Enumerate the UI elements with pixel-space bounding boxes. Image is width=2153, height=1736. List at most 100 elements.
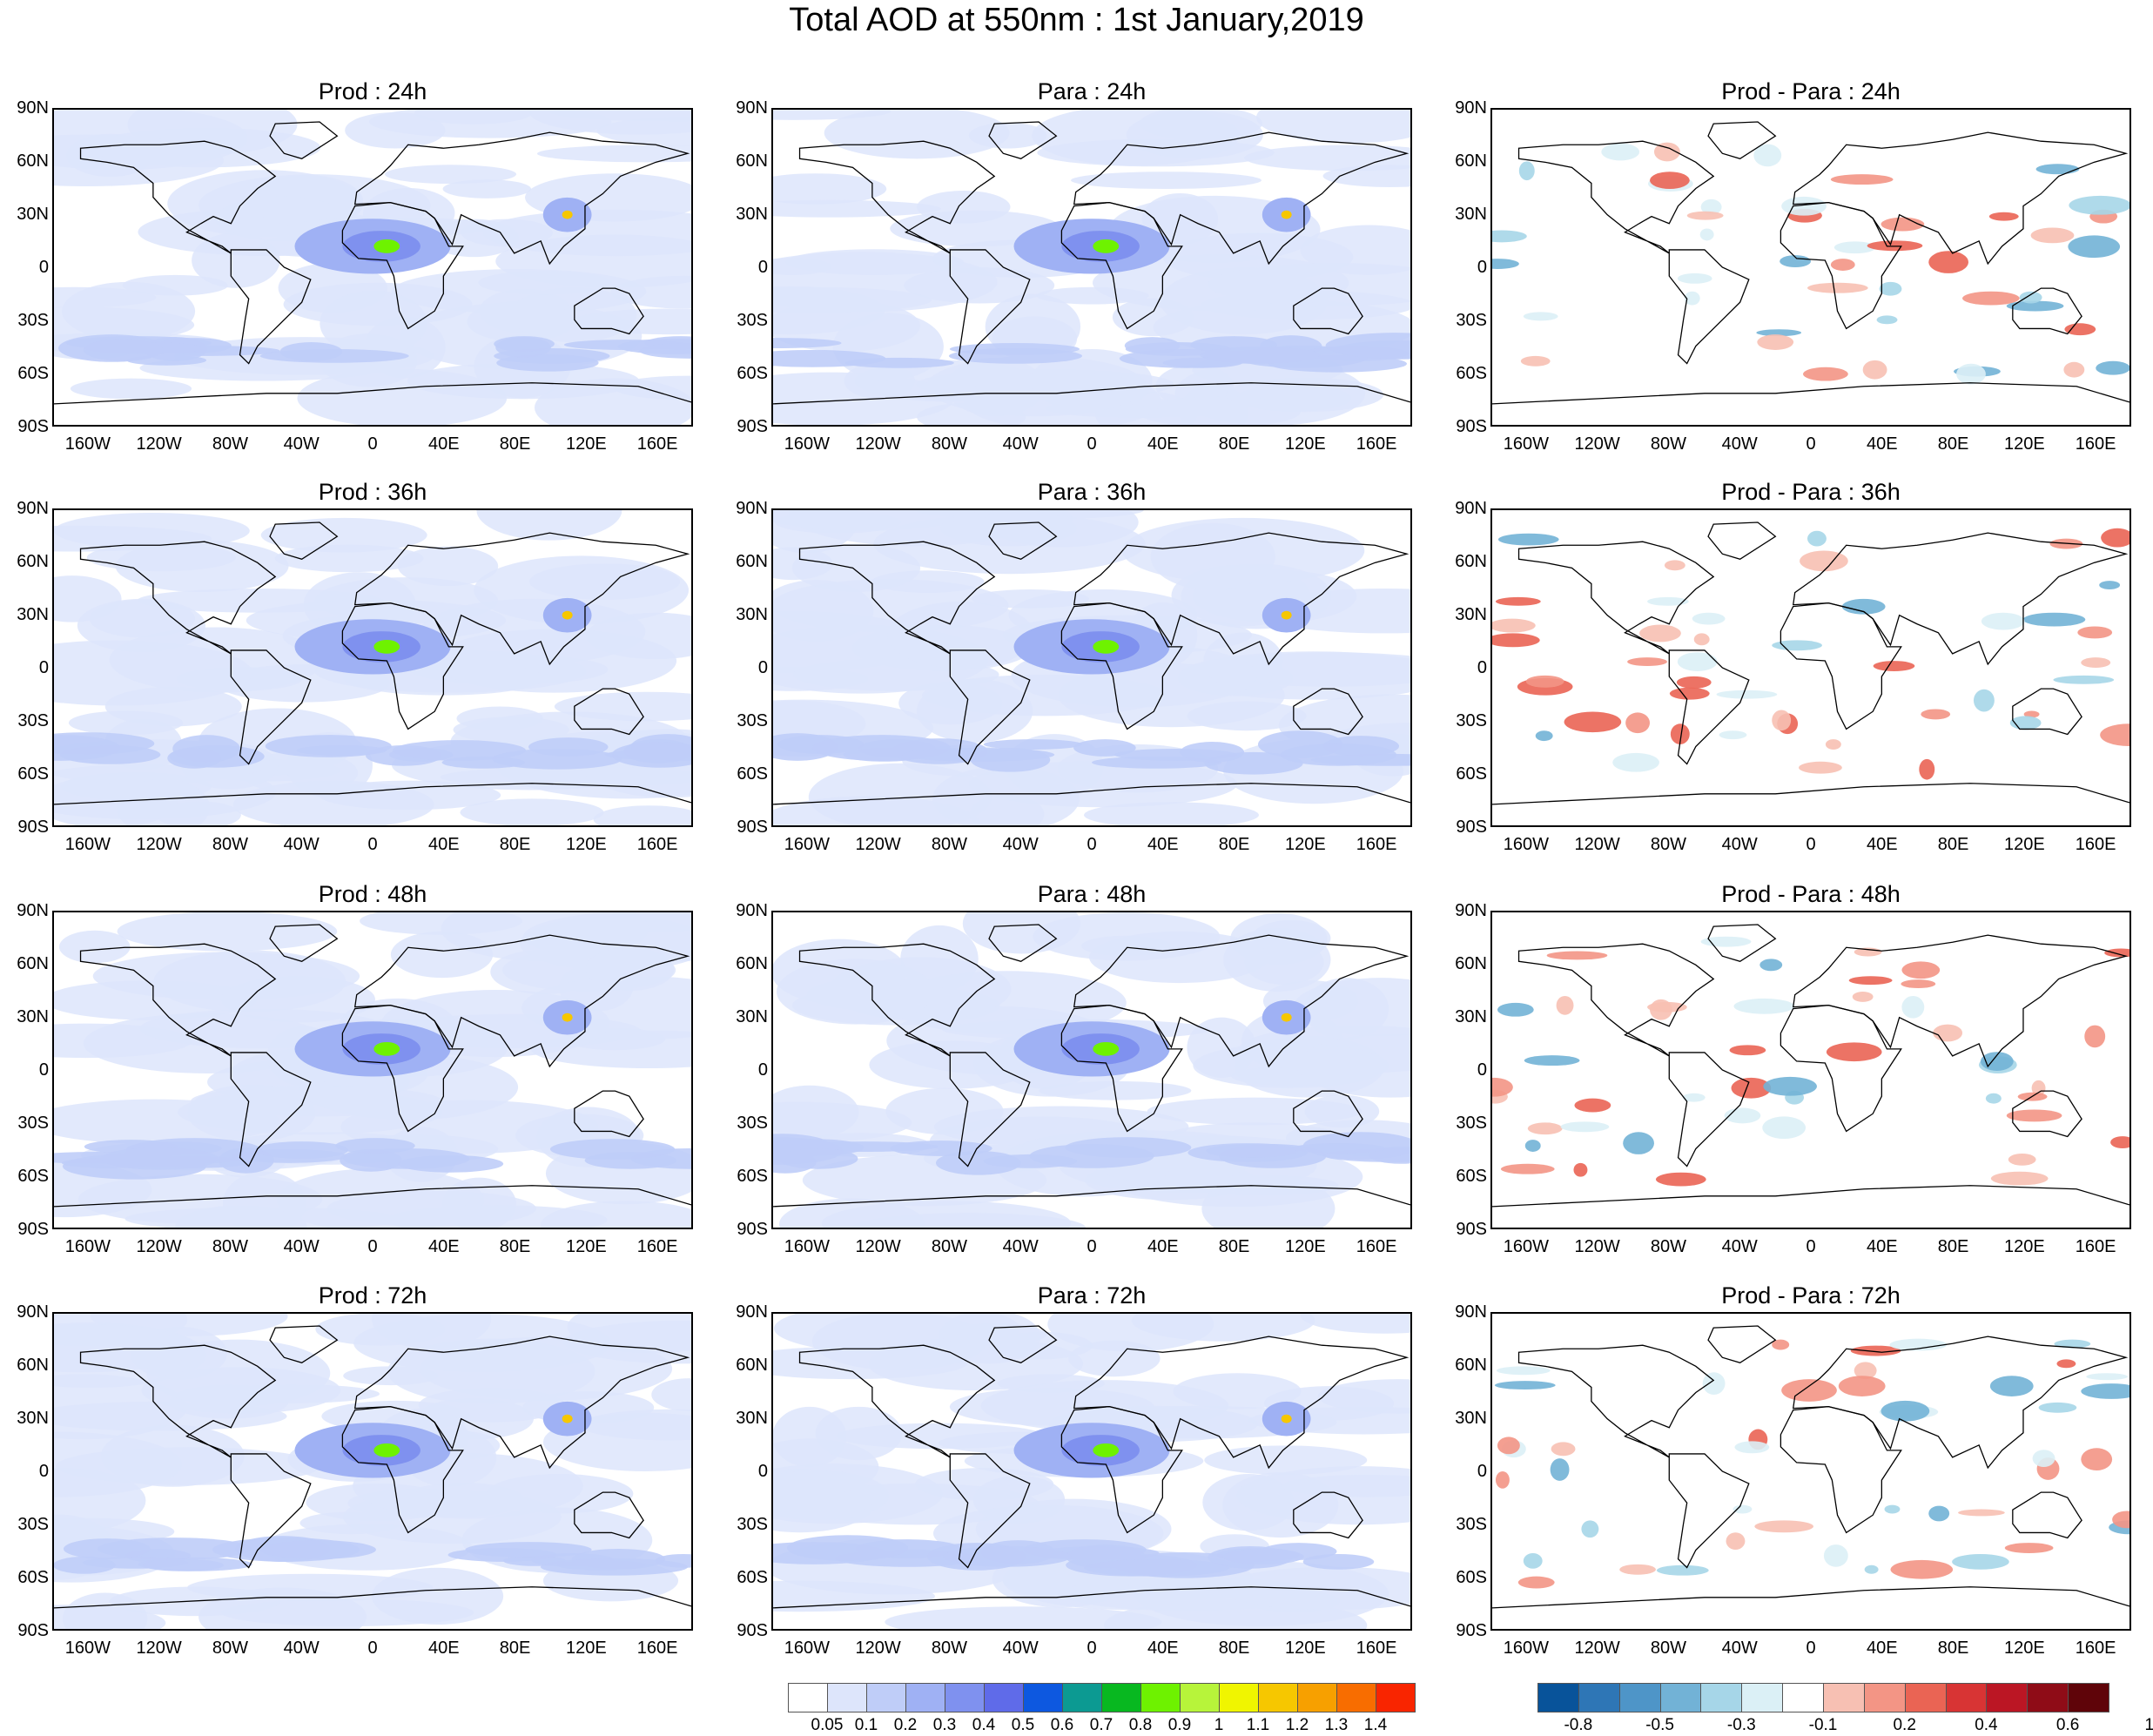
latitude-label: 30N <box>736 205 768 224</box>
latitude-label: 30S <box>17 1114 49 1133</box>
latitude-label: 30S <box>737 311 768 330</box>
colorbar-swatch <box>1618 1683 1661 1712</box>
longitude-label: 80W <box>212 1237 248 1256</box>
longitude-label: 40W <box>1721 1638 1758 1658</box>
latitude-label: 60N <box>1455 552 1487 571</box>
colorbar-label: 1 <box>2144 1716 2153 1734</box>
latitude-label: 90S <box>17 1621 49 1640</box>
colorbar-swatch <box>1782 1683 1824 1712</box>
panel-title: Para : 36h <box>1037 479 1147 505</box>
longitude-label: 40W <box>1002 835 1039 854</box>
longitude-label: 0 <box>1806 1237 1816 1256</box>
longitude-label: 120E <box>565 1237 607 1256</box>
aod-map <box>771 911 1412 1229</box>
colorbar-swatch <box>2027 1683 2069 1712</box>
longitude-label: 160W <box>784 1638 830 1658</box>
map-panel: Prod : 48h 90N 60N 30N 0 30S 60S 90S 160W 120W 80W… <box>0 881 693 1268</box>
panel-title: Para : 72h <box>1037 1282 1147 1309</box>
colorbar-swatch <box>1537 1683 1579 1712</box>
longitude-label: 160E <box>2075 1638 2116 1658</box>
longitude-label: 160W <box>784 434 830 454</box>
colorbar-label: 0.8 <box>1128 1716 1153 1734</box>
colorbar-label: 1.3 <box>1324 1716 1349 1734</box>
longitude-label: 160E <box>1356 1237 1397 1256</box>
colorbar-swatch <box>2068 1683 2109 1712</box>
latitude-label: 0 <box>38 658 49 677</box>
latitude-label: 30N <box>1455 205 1487 224</box>
colorbar-label: 1.4 <box>1363 1716 1388 1734</box>
colorbar-swatch <box>1700 1683 1743 1712</box>
latitude-label: 60S <box>737 1568 768 1587</box>
longitude-label: 0 <box>1806 434 1816 454</box>
latitude-label: 90S <box>1456 417 1487 436</box>
panel-title: Para : 24h <box>1037 78 1147 104</box>
longitude-label: 80E <box>1937 1638 1969 1658</box>
map-panel: Prod : 24h 90N 60N 30N 0 30S 60S 90S 160W 120W 80W… <box>0 78 693 466</box>
longitude-label: 160W <box>784 1237 830 1256</box>
colorbar-swatch <box>788 1683 828 1712</box>
longitude-label: 0 <box>1087 1237 1097 1256</box>
latitude-label: 90N <box>736 499 768 518</box>
panel-title: Prod - Para : 24h <box>1721 78 1901 104</box>
longitude-label: 120E <box>1284 1237 1326 1256</box>
longitude-label: 120W <box>1574 1237 1620 1256</box>
longitude-label: 40E <box>1147 1237 1179 1256</box>
longitude-label: 40E <box>1866 1638 1898 1658</box>
latitude-label: 90N <box>1455 98 1487 118</box>
longitude-label: 80W <box>1650 434 1686 454</box>
longitude-label: 120W <box>1574 835 1620 854</box>
longitude-label: 120E <box>2003 1237 2045 1256</box>
longitude-label: 40W <box>1002 434 1039 454</box>
latitude-label: 30N <box>736 1007 768 1026</box>
aod-map <box>52 1312 693 1631</box>
latitude-label: 30S <box>1456 711 1487 730</box>
longitude-label: 80E <box>1218 434 1250 454</box>
colorbar-label: -0.8 <box>1564 1716 1593 1734</box>
latitude-label: 60S <box>17 364 49 383</box>
colorbar-swatch <box>1297 1683 1337 1712</box>
longitude-label: 0 <box>1087 1638 1097 1658</box>
colorbar-swatch <box>1219 1683 1259 1712</box>
longitude-label: 0 <box>1087 434 1097 454</box>
longitude-label: 120W <box>1574 1638 1620 1658</box>
longitude-label: 80W <box>212 835 248 854</box>
longitude-label: 160E <box>2075 1237 2116 1256</box>
colorbar-swatch <box>827 1683 867 1712</box>
latitude-label: 0 <box>1477 1462 1487 1481</box>
colorbar-label: 0.2 <box>893 1716 918 1734</box>
longitude-label: 160E <box>2075 835 2116 854</box>
latitude-label: 60S <box>1456 1167 1487 1186</box>
colorbar-label: -0.1 <box>1808 1716 1838 1734</box>
latitude-label: 30N <box>17 1007 49 1026</box>
panel-title: Prod : 48h <box>318 881 427 907</box>
longitude-label: 160E <box>2075 434 2116 454</box>
latitude-label: 0 <box>757 1462 768 1481</box>
latitude-label: 30S <box>17 711 49 730</box>
latitude-label: 90N <box>17 1302 49 1322</box>
longitude-label: 120W <box>136 434 182 454</box>
longitude-label: 80W <box>1650 1638 1686 1658</box>
longitude-label: 80E <box>499 1237 531 1256</box>
map-panel: Para : 36h 90N 60N 30N 0 30S 60S 90S 160W 120W 80W… <box>719 479 1412 866</box>
longitude-label: 160E <box>636 434 678 454</box>
longitude-label: 80E <box>499 1638 531 1658</box>
longitude-label: 80E <box>499 434 531 454</box>
colorbar-label: 1.2 <box>1285 1716 1309 1734</box>
map-panel: Prod : 36h 90N 60N 30N 0 30S 60S 90S 160W 120W 80W… <box>0 479 693 866</box>
latitude-label: 30N <box>17 205 49 224</box>
longitude-label: 120W <box>855 1638 901 1658</box>
colorbar-label: 0.05 <box>811 1716 844 1734</box>
map-panel: Para : 48h 90N 60N 30N 0 30S 60S 90S 160W 120W 80W… <box>719 881 1412 1268</box>
colorbar-swatch <box>1986 1683 2029 1712</box>
map-panel: Para : 72h 90N 60N 30N 0 30S 60S 90S 160W 120W 80W… <box>719 1282 1412 1670</box>
panel-title: Prod - Para : 36h <box>1721 479 1901 505</box>
latitude-label: 60S <box>737 764 768 784</box>
longitude-label: 80W <box>931 1638 967 1658</box>
latitude-label: 30S <box>1456 1114 1487 1133</box>
colorbar-swatch <box>1101 1683 1141 1712</box>
map-panel: Prod : 72h 90N 60N 30N 0 30S 60S 90S 160W 120W 80W… <box>0 1282 693 1670</box>
latitude-label: 90N <box>1455 1302 1487 1322</box>
latitude-label: 90S <box>1456 1220 1487 1239</box>
latitude-label: 90S <box>737 818 768 837</box>
colorbar-swatch <box>984 1683 1024 1712</box>
